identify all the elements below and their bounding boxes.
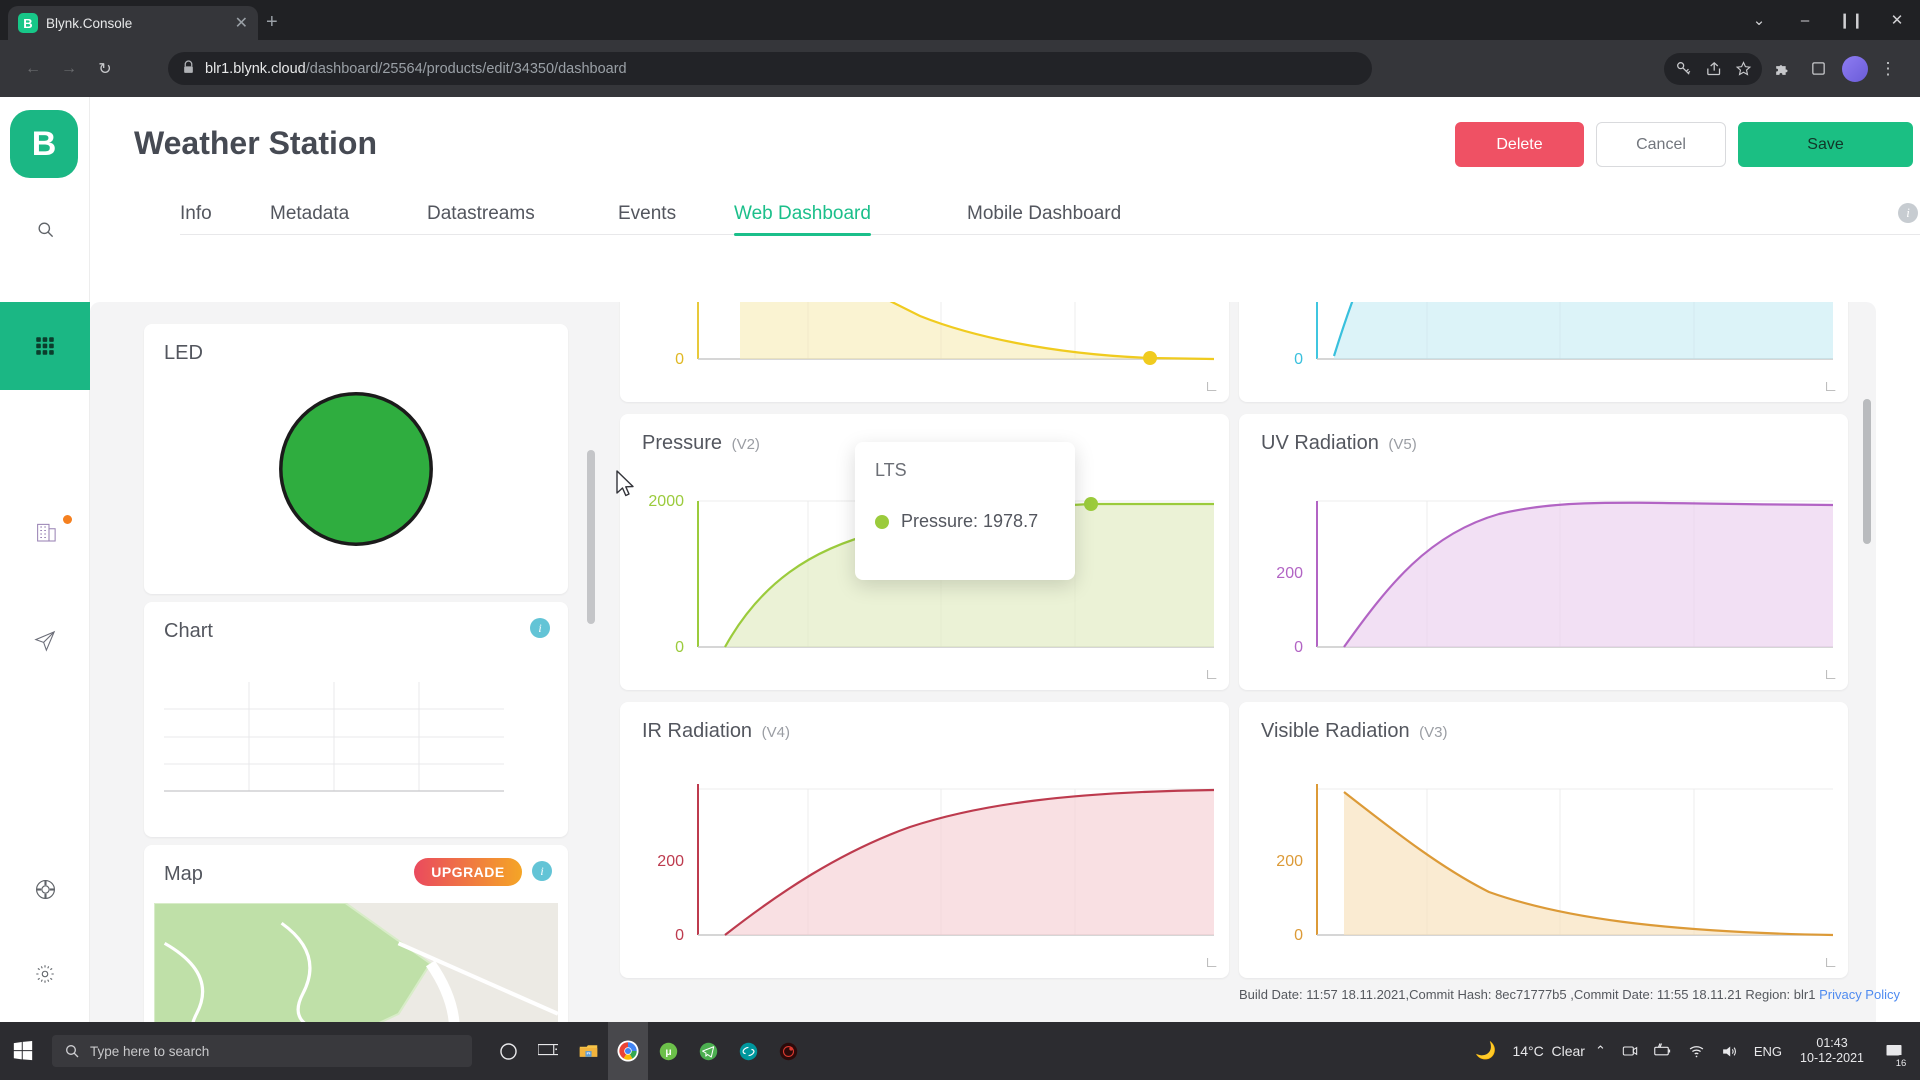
svg-text:200: 200 bbox=[1276, 565, 1303, 582]
svg-text:0: 0 bbox=[675, 927, 684, 944]
svg-text:0: 0 bbox=[675, 639, 684, 656]
svg-text:200: 200 bbox=[1276, 853, 1303, 870]
svg-text:0: 0 bbox=[1294, 639, 1303, 656]
svg-text:2000: 2000 bbox=[648, 493, 684, 510]
svg-text:200: 200 bbox=[657, 853, 684, 870]
svg-text:μ: μ bbox=[665, 1047, 671, 1058]
svg-text:0: 0 bbox=[1294, 351, 1303, 368]
svg-text:0: 0 bbox=[1294, 927, 1303, 944]
svg-text:0: 0 bbox=[675, 351, 684, 368]
